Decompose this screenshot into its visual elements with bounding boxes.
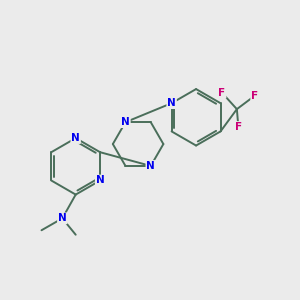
Text: N: N xyxy=(121,117,130,127)
Text: F: F xyxy=(251,91,258,101)
Text: N: N xyxy=(146,161,155,171)
Text: F: F xyxy=(218,88,226,98)
Text: N: N xyxy=(96,176,104,185)
Text: N: N xyxy=(58,213,67,224)
Text: F: F xyxy=(235,122,242,132)
Text: N: N xyxy=(167,98,176,108)
Text: N: N xyxy=(71,133,80,143)
